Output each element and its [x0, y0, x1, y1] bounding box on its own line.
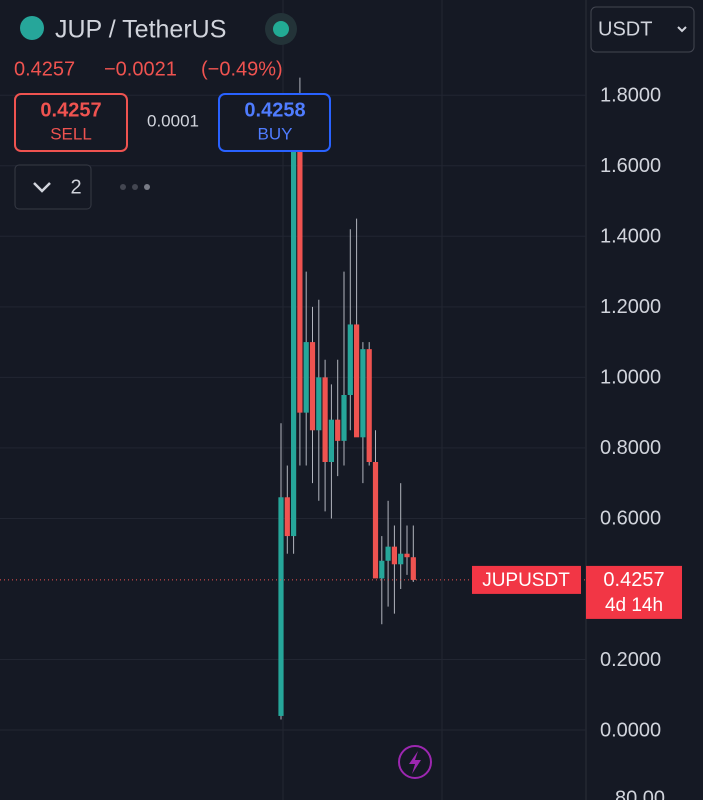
candle-body — [297, 148, 303, 413]
buy-button[interactable] — [218, 93, 331, 152]
lightning-icon — [409, 751, 421, 774]
price-tag — [586, 565, 682, 619]
candle-body — [366, 349, 372, 463]
select-arrow — [677, 26, 687, 33]
chevron — [33, 182, 51, 193]
sell-label: SELL — [50, 124, 92, 143]
y-tick-label: 0.0000 — [600, 719, 661, 741]
volume-tick: 80.00 — [615, 787, 665, 800]
candle-body — [335, 419, 341, 441]
candle-body — [309, 342, 316, 431]
overlay: JUP / TetherUS 0.4257 −0.0021 (−0.49%) 0… — [0, 6, 695, 800]
symbol-tag — [472, 565, 581, 594]
title: JUP / TetherUS — [55, 16, 226, 44]
sell-button[interactable] — [14, 93, 128, 152]
candle-body — [322, 377, 328, 463]
sell-price: 0.4257 — [40, 99, 101, 121]
candle-body — [404, 553, 410, 558]
dot — [132, 184, 138, 190]
dot — [120, 184, 126, 190]
y-tick-label: 0.8000 — [600, 437, 661, 459]
spread: 0.0001 — [147, 111, 199, 130]
candle-body — [354, 324, 360, 438]
candle-body — [360, 349, 366, 438]
countdown: 4d 14h — [605, 595, 663, 616]
currency-select[interactable] — [590, 6, 695, 53]
symbol-icon — [20, 16, 44, 40]
candle-body — [347, 324, 353, 395]
candle-body — [379, 560, 385, 579]
change-pct: (−0.49%) — [201, 58, 283, 80]
y-tick-label: 0.2000 — [600, 649, 661, 671]
indicator-count: 2 — [70, 176, 81, 198]
indicator-toggle[interactable] — [14, 164, 92, 210]
buy-price: 0.4258 — [244, 99, 305, 121]
dot — [144, 184, 150, 190]
candle-body — [291, 148, 297, 537]
y-tick-label: 1.0000 — [600, 367, 661, 389]
candle-body — [372, 462, 379, 579]
candle-body — [391, 546, 397, 565]
buy-label: BUY — [258, 124, 293, 143]
change: −0.0021 — [104, 58, 177, 80]
lightning-button[interactable] — [398, 745, 432, 779]
y-tick-label: 1.2000 — [600, 296, 661, 318]
y-tick-label: 0.6000 — [600, 508, 661, 530]
last-price: 0.4257 — [14, 58, 75, 80]
candle-body — [316, 377, 322, 431]
candle-body — [303, 342, 309, 413]
candle-body — [341, 395, 347, 441]
candle-body — [328, 419, 334, 463]
candle-body — [398, 553, 404, 565]
candles — [278, 77, 416, 720]
y-tick-label: 1.8000 — [600, 85, 661, 107]
symbol: JUPUSDT — [482, 570, 570, 591]
price-tag-value: 0.4257 — [603, 569, 664, 591]
y-tick-label: 1.6000 — [600, 155, 661, 177]
status-dot — [273, 21, 289, 37]
currency: USDT — [598, 18, 652, 40]
candle-body — [284, 497, 290, 537]
candle-body — [385, 546, 391, 561]
y-tick-label: 1.4000 — [600, 226, 661, 248]
candle-body — [410, 557, 416, 580]
candle-body — [278, 497, 284, 716]
